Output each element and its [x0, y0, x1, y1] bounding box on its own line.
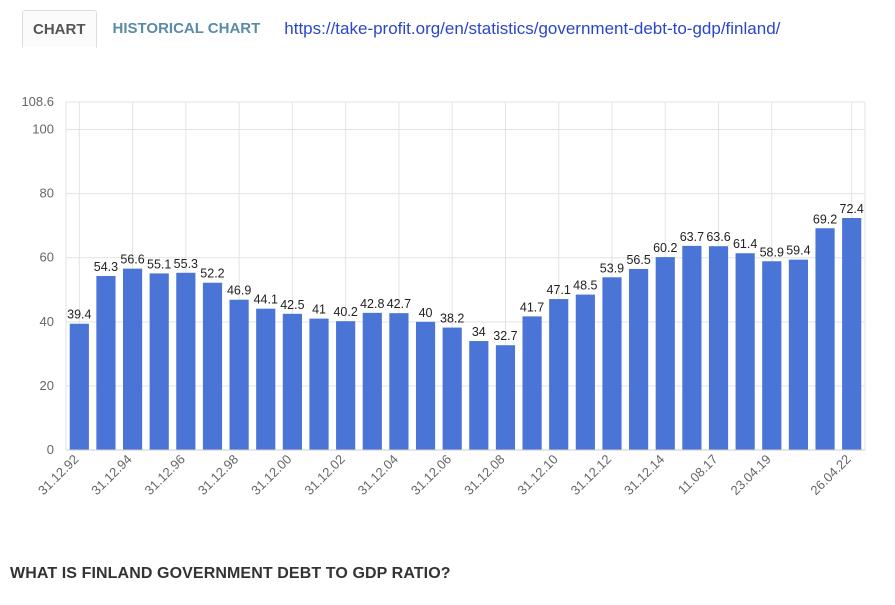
bar — [415, 321, 436, 450]
bar — [788, 259, 809, 450]
x-tick-label: 31.12.92 — [35, 452, 81, 498]
bar-value-label: 56.6 — [120, 253, 144, 267]
bar — [815, 228, 835, 450]
bar — [655, 257, 675, 450]
bar — [282, 313, 302, 450]
bar-value-label: 44.1 — [254, 293, 278, 307]
source-link[interactable]: https://take-profit.org/en/statistics/go… — [284, 19, 781, 38]
y-tick-label: 60 — [40, 250, 54, 265]
bar — [682, 245, 702, 450]
bar — [122, 268, 143, 450]
bar-value-label: 42.8 — [360, 297, 384, 311]
bar — [176, 272, 196, 450]
bar — [442, 327, 462, 450]
bar-value-label: 46.9 — [227, 284, 251, 298]
bar-value-label: 42.7 — [387, 297, 411, 311]
bar-value-label: 63.6 — [706, 230, 730, 244]
bar-value-label: 47.1 — [547, 283, 571, 297]
tab-chart[interactable]: CHART — [22, 10, 97, 48]
tab-historical-chart[interactable]: HISTORICAL CHART — [112, 20, 261, 37]
bar-value-label: 55.3 — [174, 257, 198, 271]
y-tick-label: 108.6 — [21, 94, 54, 109]
bar — [549, 299, 569, 450]
y-tick-label: 0 — [47, 442, 54, 457]
bar-value-label: 40.2 — [333, 305, 357, 319]
bar-value-label: 59.4 — [786, 244, 810, 258]
bar-value-label: 42.5 — [280, 298, 304, 312]
bar — [708, 246, 729, 450]
chart-tabs: CHART HISTORICAL CHART https://take-prof… — [22, 10, 780, 48]
bar — [362, 312, 382, 450]
x-tick-label: 31.12.06 — [408, 452, 454, 498]
bar — [469, 341, 489, 450]
x-tick-label: 23.04.19 — [728, 452, 774, 498]
bar-value-label: 69.2 — [813, 212, 837, 226]
x-tick-label: 31.12.02 — [301, 452, 347, 498]
bar-value-label: 38.2 — [440, 312, 464, 326]
x-tick-label: 31.12.00 — [248, 452, 294, 498]
x-tick-label: 31.12.96 — [142, 452, 188, 498]
x-tick-label: 11.08.17 — [675, 452, 721, 498]
bar-value-label: 63.7 — [680, 230, 704, 244]
bar — [256, 308, 276, 450]
bar — [735, 253, 755, 450]
bar-value-label: 41.7 — [520, 300, 544, 314]
bar — [389, 313, 409, 450]
bar — [149, 273, 169, 450]
bar — [309, 318, 329, 450]
bar-value-label: 60.2 — [653, 241, 677, 255]
bar — [602, 277, 622, 450]
bar — [629, 268, 649, 450]
bar-value-label: 41 — [312, 303, 326, 317]
bar — [202, 282, 223, 450]
x-tick-label: 31.12.04 — [355, 452, 401, 498]
x-tick-label: 26.04.22 — [807, 452, 853, 498]
bar-value-label: 39.4 — [67, 308, 91, 322]
bar-value-label: 58.9 — [760, 245, 784, 259]
bar-value-label: 52.2 — [200, 267, 224, 281]
bar-value-label: 54.3 — [94, 260, 118, 274]
bar-value-label: 56.5 — [626, 253, 650, 267]
bar — [336, 321, 356, 450]
x-tick-label: 31.12.12 — [568, 452, 614, 498]
bar-value-label: 48.5 — [573, 279, 597, 293]
debt-to-gdp-bar-chart: 0 20 40 60 80 100 108.6 39.4 54.356.6 55.1 55.352.… — [21, 94, 866, 498]
bar — [69, 323, 89, 450]
bar-value-label: 32.7 — [493, 329, 517, 343]
bar — [522, 316, 542, 450]
x-tick-label: 31.12.10 — [514, 452, 560, 498]
bar — [575, 294, 595, 450]
bar — [762, 261, 782, 450]
bar-value-label: 61.4 — [733, 237, 757, 251]
bar — [495, 345, 516, 450]
y-tick-label: 80 — [40, 186, 54, 201]
bar — [842, 218, 862, 450]
bar-value-label: 55.1 — [147, 257, 171, 271]
y-tick-label: 40 — [40, 314, 54, 329]
bar — [229, 299, 249, 450]
section-heading: WHAT IS FINLAND GOVERNMENT DEBT TO GDP R… — [10, 565, 451, 582]
y-tick-label: 100 — [32, 122, 54, 137]
x-tick-label: 31.12.08 — [461, 452, 507, 498]
bar-value-label: 34 — [472, 325, 486, 339]
bar — [96, 276, 116, 450]
x-tick-label: 31.12.98 — [195, 452, 241, 498]
x-tick-label: 31.12.14 — [621, 452, 667, 498]
x-tick-label: 31.12.94 — [88, 452, 134, 498]
bar-value-label: 72.4 — [840, 202, 864, 216]
bar-value-label: 53.9 — [600, 261, 624, 275]
y-tick-label: 20 — [40, 378, 54, 393]
bar-value-label: 40 — [419, 306, 433, 320]
